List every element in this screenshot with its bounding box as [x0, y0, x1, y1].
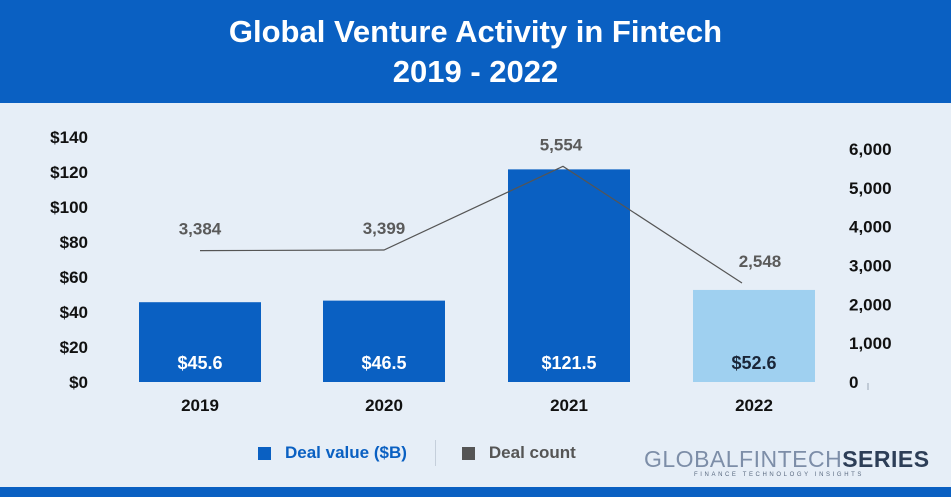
- y-left-tick-label: $40: [60, 303, 88, 322]
- bar-data-label: $45.6: [177, 353, 222, 373]
- y-left-tick-label: $20: [60, 338, 88, 357]
- bar-deal-value-2022: [693, 289, 815, 382]
- y-right-tick-label: 1,000: [849, 334, 892, 353]
- x-tick-label: 2020: [365, 396, 403, 415]
- legend-divider: [434, 440, 436, 466]
- line-data-label: 5,554: [540, 135, 583, 154]
- y-right-tick-label: 3,000: [849, 257, 892, 276]
- bar-data-label: $121.5: [541, 353, 596, 373]
- bottom-bar: [0, 487, 951, 497]
- brand-logo: GLOBALFINTECHSERIES FINANCE TECHNOLOGY I…: [644, 446, 929, 478]
- y-left-tick-label: $140: [50, 128, 88, 147]
- bar-data-label: $52.6: [731, 353, 776, 373]
- brand-wordmark: GLOBALFINTECHSERIES: [644, 446, 929, 472]
- legend-swatch-deal-count: [461, 446, 475, 460]
- x-tick-label: 2022: [735, 396, 773, 415]
- bar-deal-value-2019: [139, 302, 261, 382]
- title-banner: Global Venture Activity in Fintech 2019 …: [0, 0, 951, 103]
- brand-tagline: FINANCE TECHNOLOGY INSIGHTS: [694, 472, 864, 478]
- y-right-tick-label: 4,000: [849, 218, 892, 237]
- brand-name-bold: SERIES: [842, 446, 930, 472]
- y-right-tick-label: 6,000: [849, 140, 892, 159]
- legend-label-deal-count: Deal count: [488, 443, 576, 462]
- y-right-tick-label: 2,000: [849, 295, 892, 314]
- chart-title: Global Venture Activity in Fintech: [228, 14, 723, 49]
- line-deal-count: [199, 165, 743, 284]
- legend-label-deal-value: Deal value ($B): [285, 443, 407, 462]
- line-data-label: 2,548: [739, 252, 782, 271]
- y-left-tick-label: $120: [50, 163, 88, 182]
- bar-deal-value-2021: [508, 169, 630, 382]
- y-left-tick-label: $0: [69, 373, 88, 392]
- y-left-tick-label: $60: [60, 268, 88, 287]
- chart-subtitle: 2019 - 2022: [392, 54, 559, 89]
- y-left-tick-label: $80: [60, 233, 88, 252]
- legend-swatch-deal-value: [258, 446, 271, 460]
- y-right-tick-label: 5,000: [849, 179, 892, 198]
- y-left-tick-label: $100: [50, 198, 88, 217]
- y-right-tick-label: 0: [849, 373, 858, 392]
- line-data-label: 3,384: [179, 220, 222, 239]
- bar-deal-value-2020: [323, 300, 445, 382]
- legend: Deal value ($B) Deal count: [258, 440, 576, 466]
- x-tick-label: 2019: [181, 396, 219, 415]
- line-data-label: 3,399: [363, 219, 406, 238]
- x-tick-label: 2021: [550, 396, 588, 415]
- bar-data-label: $46.5: [361, 353, 406, 373]
- brand-name-light: GLOBALFINTECH: [644, 446, 843, 472]
